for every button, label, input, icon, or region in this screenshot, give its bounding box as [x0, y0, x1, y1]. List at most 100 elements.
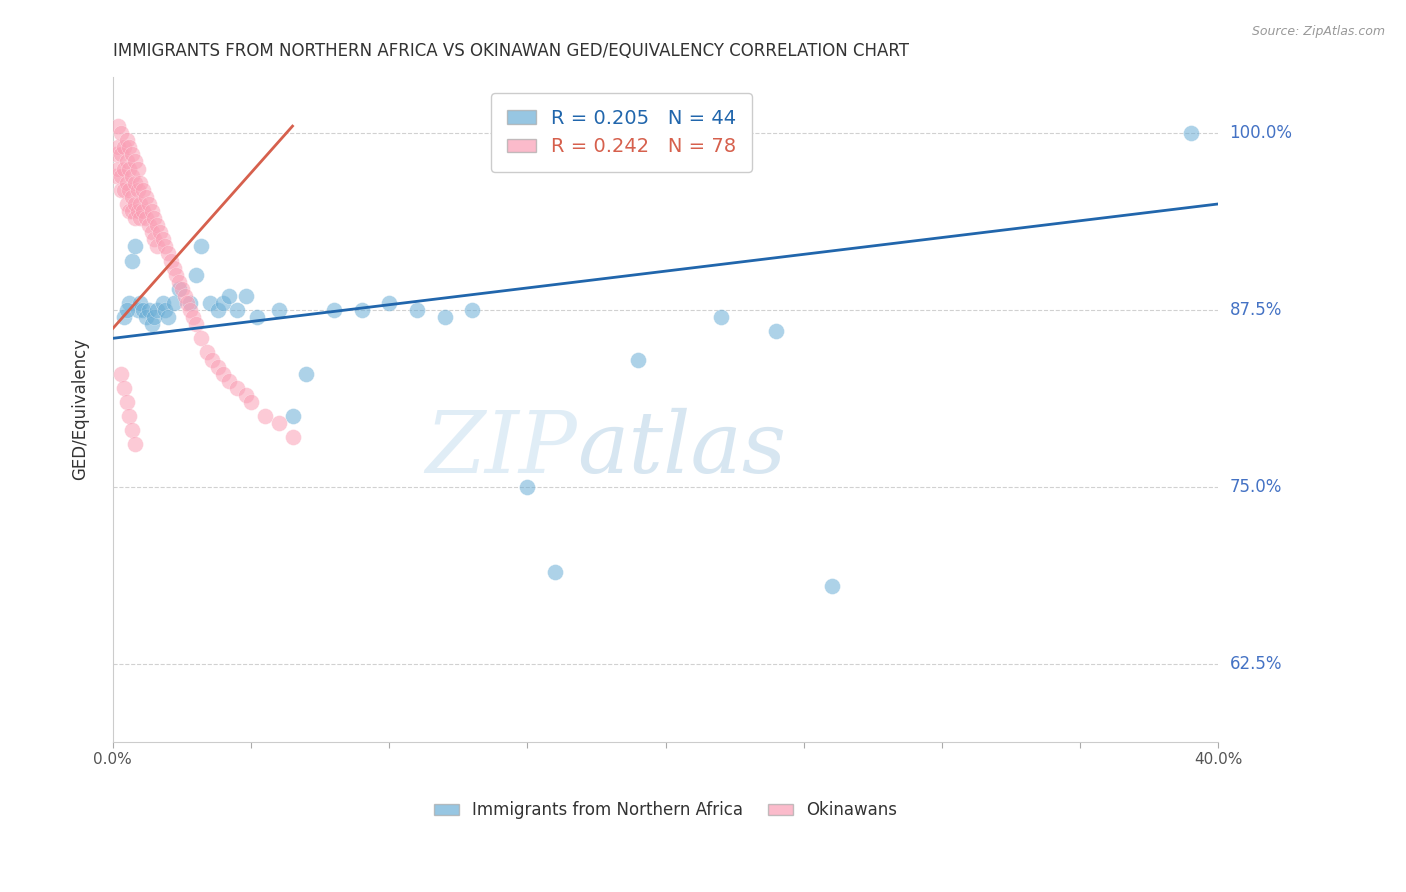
Point: [820, 579, 842, 593]
Point: [181, 310, 204, 324]
Point: [118, 161, 141, 176]
Point: [218, 374, 240, 388]
Point: [207, 303, 229, 318]
Point: [112, 381, 135, 395]
Point: [138, 197, 160, 211]
Point: [127, 161, 149, 176]
Point: [121, 169, 143, 183]
Point: [107, 119, 129, 133]
Point: [184, 317, 207, 331]
Point: [323, 303, 346, 318]
Point: [281, 430, 304, 444]
Point: [516, 480, 538, 494]
Point: [135, 310, 157, 324]
Point: [146, 218, 169, 232]
Point: [235, 289, 257, 303]
Point: [190, 239, 212, 253]
Point: [141, 225, 163, 239]
Point: [149, 225, 172, 239]
Point: [212, 367, 235, 381]
Point: [155, 239, 177, 253]
Point: [378, 296, 401, 310]
Point: [179, 303, 201, 318]
Point: [710, 310, 733, 324]
Point: [121, 204, 143, 219]
Point: [118, 296, 141, 310]
Point: [152, 232, 174, 246]
Point: [167, 275, 190, 289]
Point: [129, 211, 152, 225]
Point: [112, 183, 135, 197]
Point: [179, 296, 201, 310]
Point: [152, 296, 174, 310]
Point: [165, 268, 187, 282]
Point: [115, 395, 138, 409]
Point: [127, 303, 149, 318]
Text: 87.5%: 87.5%: [1230, 301, 1282, 319]
Point: [124, 437, 146, 451]
Point: [132, 303, 155, 318]
Point: [146, 239, 169, 253]
Point: [461, 303, 484, 318]
Point: [157, 310, 180, 324]
Point: [110, 126, 132, 140]
Y-axis label: GED/Equivalency: GED/Equivalency: [72, 338, 89, 480]
Point: [110, 183, 132, 197]
Point: [201, 352, 224, 367]
Point: [176, 296, 198, 310]
Point: [544, 565, 567, 579]
Point: [143, 211, 166, 225]
Point: [112, 161, 135, 176]
Point: [124, 154, 146, 169]
Text: 100.0%: 100.0%: [1230, 124, 1292, 142]
Point: [281, 409, 304, 424]
Point: [218, 289, 240, 303]
Point: [163, 296, 186, 310]
Point: [124, 211, 146, 225]
Point: [138, 303, 160, 318]
Point: [110, 169, 132, 183]
Point: [406, 303, 429, 318]
Point: [235, 388, 257, 402]
Text: IMMIGRANTS FROM NORTHERN AFRICA VS OKINAWAN GED/EQUIVALENCY CORRELATION CHART: IMMIGRANTS FROM NORTHERN AFRICA VS OKINA…: [112, 42, 908, 60]
Point: [127, 204, 149, 219]
Point: [118, 183, 141, 197]
Point: [124, 197, 146, 211]
Point: [115, 176, 138, 190]
Point: [240, 395, 263, 409]
Point: [115, 197, 138, 211]
Point: [350, 303, 373, 318]
Point: [121, 253, 143, 268]
Point: [143, 310, 166, 324]
Point: [167, 282, 190, 296]
Point: [1180, 126, 1202, 140]
Point: [765, 324, 787, 338]
Text: 62.5%: 62.5%: [1230, 655, 1282, 673]
Point: [141, 204, 163, 219]
Point: [135, 190, 157, 204]
Point: [112, 310, 135, 324]
Point: [143, 232, 166, 246]
Point: [267, 416, 290, 430]
Point: [198, 296, 221, 310]
Point: [121, 423, 143, 437]
Point: [112, 140, 135, 154]
Point: [129, 296, 152, 310]
Point: [115, 154, 138, 169]
Point: [124, 176, 146, 190]
Text: 75.0%: 75.0%: [1230, 478, 1282, 496]
Point: [226, 381, 249, 395]
Point: [121, 190, 143, 204]
Point: [104, 169, 127, 183]
Text: ZIP: ZIP: [426, 408, 578, 491]
Point: [184, 268, 207, 282]
Point: [115, 303, 138, 318]
Point: [245, 310, 267, 324]
Point: [141, 317, 163, 331]
Legend: Immigrants from Northern Africa, Okinawans: Immigrants from Northern Africa, Okinawa…: [422, 789, 910, 831]
Point: [107, 140, 129, 154]
Point: [190, 331, 212, 345]
Point: [118, 140, 141, 154]
Point: [118, 409, 141, 424]
Point: [173, 289, 195, 303]
